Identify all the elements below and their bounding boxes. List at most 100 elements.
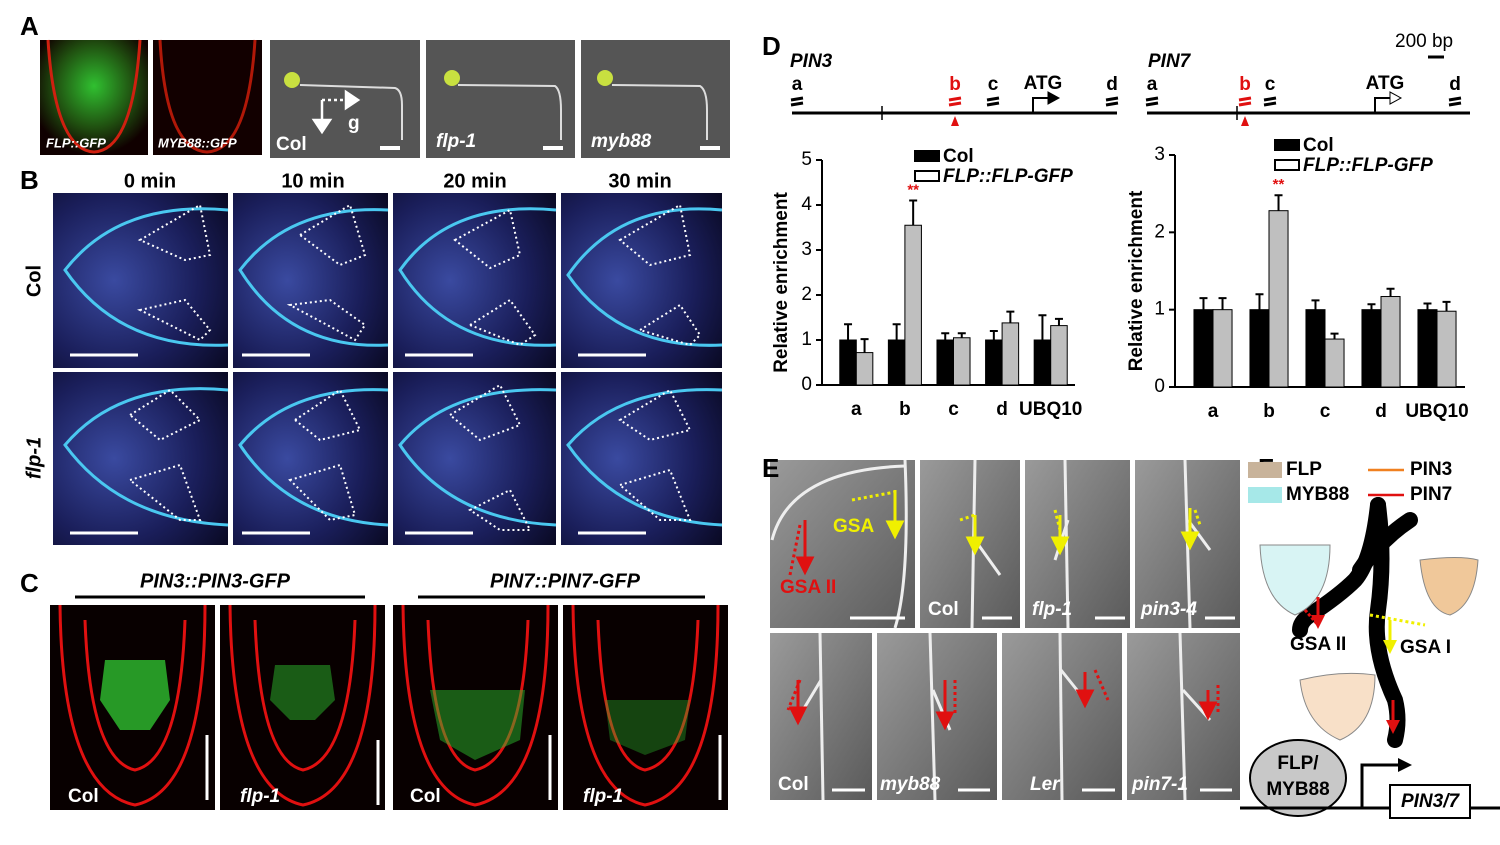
tss-head (1389, 91, 1403, 105)
primer (790, 96, 804, 107)
time-lapse-grid (53, 193, 722, 545)
error-bar (989, 330, 998, 340)
error-bar (1199, 297, 1208, 310)
error-bar (941, 332, 950, 340)
gsa-arrows (786, 490, 1220, 731)
y-tick-label: 3 (1154, 144, 1165, 165)
label: FLP::GFP (46, 135, 106, 150)
primer (948, 96, 962, 107)
error-bar (1423, 302, 1432, 310)
region-outlines (127, 203, 702, 531)
error-bar (1006, 310, 1015, 323)
label: pin3-4 (1140, 599, 1197, 620)
label: 0 min (124, 170, 176, 192)
bar (953, 337, 971, 386)
bar (1268, 210, 1289, 388)
root-photos (770, 460, 1240, 800)
y-tick-label: 0 (1154, 376, 1165, 397)
bar (1212, 309, 1233, 388)
bar (1305, 309, 1326, 388)
y-tick-label: 0 (801, 374, 812, 395)
label: PIN3 (790, 51, 833, 72)
error-bar (1218, 297, 1227, 310)
x-tick-label: UBQ10 (1019, 399, 1082, 420)
bar (1193, 309, 1214, 388)
site-label: c (988, 74, 999, 95)
root-diagram (1240, 497, 1500, 819)
panel-label: D (762, 31, 781, 61)
bar (1001, 322, 1020, 386)
site-label: b (1239, 74, 1251, 95)
x-tick-label: a (1208, 401, 1219, 422)
bar (855, 352, 874, 386)
legend-label: PIN3 (1410, 459, 1452, 480)
label: PIN3/7 (1401, 791, 1461, 812)
label: 20 min (443, 170, 506, 192)
site-marker (1241, 116, 1249, 126)
root-outlines (58, 604, 720, 807)
label: Col (778, 774, 809, 795)
legend-swatch (914, 170, 940, 182)
error-bar (957, 332, 966, 338)
site-label: c (1265, 74, 1276, 95)
bar (1249, 309, 1270, 388)
seedling-photo (426, 40, 575, 158)
bar (1324, 338, 1345, 388)
x-tick-label: b (899, 399, 911, 420)
site-label: a (1147, 74, 1158, 95)
error-bar (909, 199, 918, 226)
x-tick-label: c (948, 399, 959, 420)
gravity-arrows (311, 89, 361, 135)
scale-bars (70, 353, 646, 535)
significance: ** (1273, 176, 1285, 193)
label: FLP/ (1277, 753, 1319, 774)
label: flp-1 (23, 437, 45, 479)
significance: ** (907, 181, 919, 198)
error-bar (1274, 194, 1283, 211)
primer (1145, 96, 1159, 107)
label: myb88 (591, 131, 652, 152)
primer (1238, 96, 1252, 107)
bar (839, 339, 857, 386)
gfp-signal (100, 660, 690, 760)
scale-bars (832, 616, 1235, 792)
y-axis-title: Relative enrichment (1126, 190, 1147, 371)
label: PIN7 (1148, 51, 1192, 72)
seedling-photo (581, 40, 730, 158)
label: g (348, 113, 360, 134)
error-bar (1386, 287, 1395, 297)
bar (985, 339, 1003, 386)
label: Col (68, 786, 99, 807)
site-marker (951, 116, 959, 126)
label: Ler (1030, 774, 1061, 795)
label: flp-1 (240, 786, 280, 807)
tss-head (1047, 91, 1061, 105)
y-tick-label: 3 (801, 239, 812, 260)
label: ATG (1024, 73, 1063, 94)
legend-label: Col (943, 146, 974, 167)
panel-label: B (20, 165, 39, 195)
label: PIN7::PIN7-GFP (490, 570, 641, 592)
bar (887, 339, 906, 386)
error-bar (1367, 303, 1376, 310)
site-label: b (949, 74, 961, 95)
site-label: a (792, 74, 803, 95)
error-bar (844, 323, 853, 340)
label: Col (23, 265, 45, 297)
label: MYB88 (1266, 779, 1329, 800)
primer (1448, 96, 1462, 107)
scale-bars (205, 735, 722, 805)
label: GSA I (1400, 637, 1451, 658)
error-bar (1038, 314, 1047, 340)
site-label: d (1106, 74, 1118, 95)
legend-swatch (1248, 487, 1282, 503)
pin-micrographs (50, 605, 728, 810)
label: Col (410, 786, 441, 807)
bar (1417, 309, 1438, 388)
error-bar (1311, 299, 1320, 310)
label: flp-1 (1032, 599, 1072, 620)
label: MYB88::GFP (158, 135, 237, 150)
bar (936, 339, 955, 386)
label: Col (928, 599, 959, 620)
